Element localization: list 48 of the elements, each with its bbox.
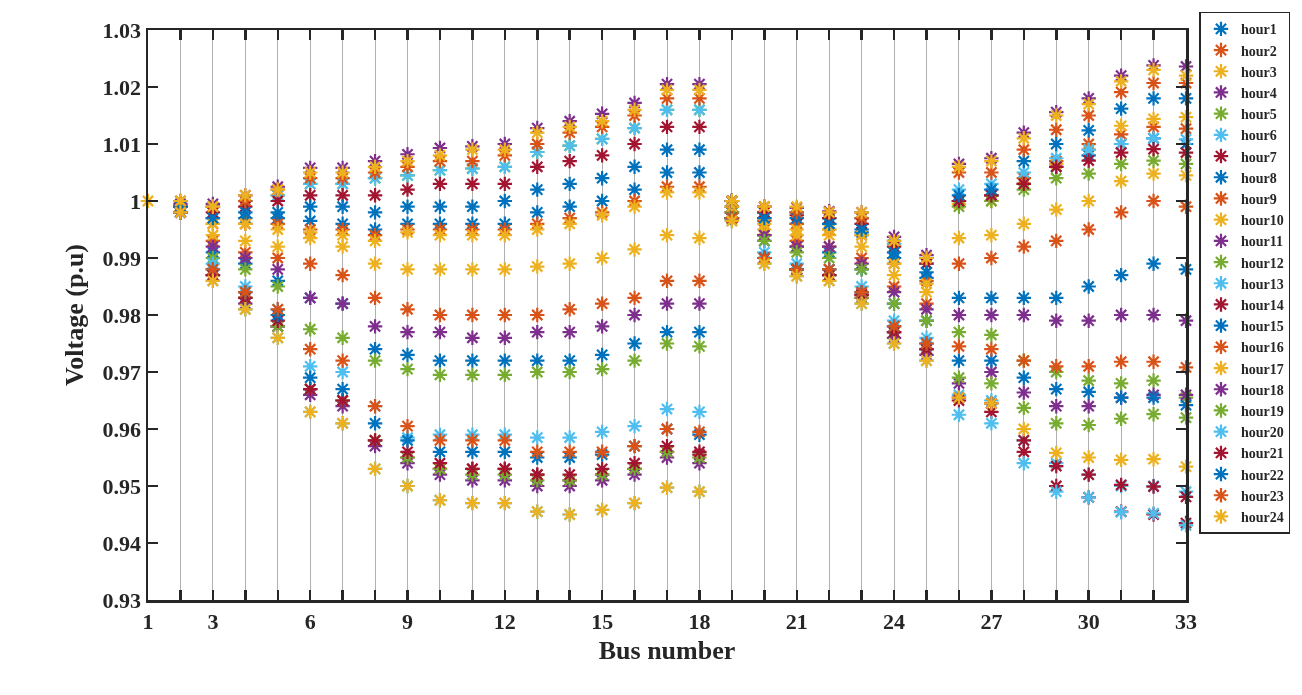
- y-tick-label: 0.96: [102, 416, 142, 442]
- legend-label: hour13: [1240, 276, 1284, 292]
- legend-label: hour7: [1240, 149, 1277, 165]
- x-tick-label: 12: [493, 608, 516, 634]
- legend-label: hour24: [1240, 509, 1284, 525]
- x-tick-label: 33: [1175, 608, 1197, 634]
- legend-label: hour22: [1240, 467, 1284, 483]
- x-tick-label: 24: [883, 608, 906, 634]
- y-tick-label: 0.97: [102, 359, 142, 385]
- y-tick-label: 1: [130, 188, 142, 214]
- y-tick-label: 1.01: [102, 131, 142, 157]
- legend-label: hour4: [1240, 85, 1277, 101]
- legend-label: hour19: [1240, 403, 1284, 419]
- y-tick-label: 0.98: [102, 302, 142, 328]
- x-axis-title: Bus number: [598, 635, 736, 665]
- legend-label: hour17: [1240, 361, 1284, 377]
- legend-label: hour11: [1240, 234, 1284, 250]
- x-tick-label: 30: [1077, 608, 1100, 634]
- legend-label: hour1: [1240, 22, 1277, 38]
- legend-label: hour2: [1240, 43, 1277, 59]
- x-tick-label: 18: [688, 608, 711, 634]
- legend-label: hour6: [1240, 128, 1277, 144]
- legend-label: hour8: [1240, 170, 1277, 186]
- x-tick-label: 9: [402, 608, 413, 634]
- y-tick-label: 0.95: [102, 473, 142, 499]
- y-tick-label: 0.93: [102, 587, 142, 613]
- x-tick-label: 21: [785, 608, 808, 634]
- x-tick-label: 3: [207, 608, 219, 634]
- legend-label: hour9: [1240, 191, 1277, 207]
- y-axis-title: Voltage (p.u): [59, 243, 89, 387]
- legend-label: hour21: [1240, 446, 1284, 462]
- x-tick-label: 27: [980, 608, 1003, 634]
- legend-label: hour5: [1240, 107, 1277, 123]
- y-tick-label: 1.02: [102, 74, 142, 100]
- y-tick-label: 1.03: [102, 17, 142, 43]
- legend-label: hour12: [1240, 255, 1284, 271]
- legend-label: hour16: [1240, 340, 1284, 356]
- y-tick-label: 0.99: [102, 245, 142, 271]
- legend-label: hour10: [1240, 213, 1284, 229]
- legend-label: hour3: [1240, 64, 1277, 80]
- x-tick-label: 15: [591, 608, 614, 634]
- legend-label: hour20: [1240, 425, 1284, 441]
- y-tick-label: 0.94: [102, 530, 142, 556]
- legend-label: hour18: [1240, 382, 1284, 398]
- legend-label: hour15: [1240, 319, 1284, 335]
- legend-label: hour23: [1240, 488, 1284, 504]
- legend-label: hour14: [1240, 297, 1284, 313]
- x-tick-label: 6: [304, 608, 316, 634]
